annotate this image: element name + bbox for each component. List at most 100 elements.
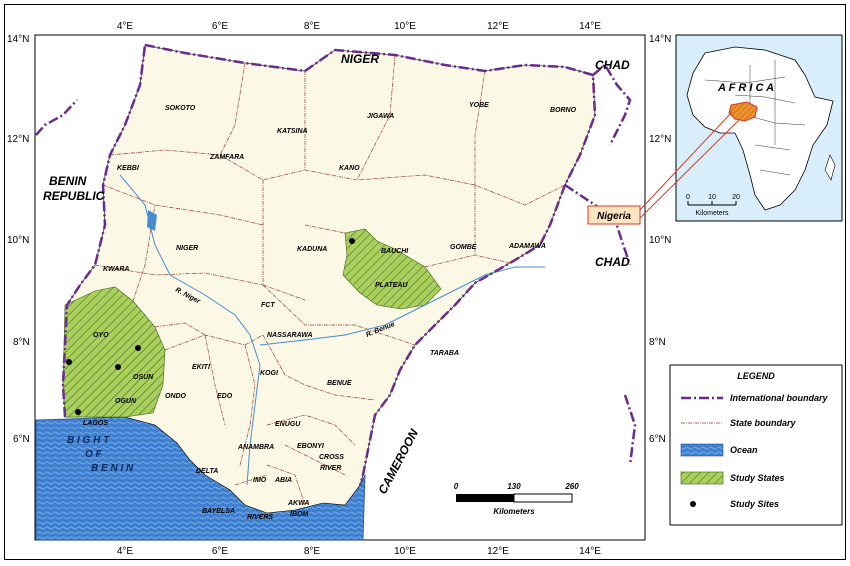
madagascar [824, 154, 836, 181]
international-boundary [144, 43, 597, 486]
legend-title: LEGEND [737, 371, 775, 381]
state-label: ENUGU [275, 421, 301, 428]
boundary-chad-cameroon [564, 183, 632, 266]
state-label: NIGER [176, 245, 198, 252]
state-label: KOGI [260, 370, 279, 377]
country-label-benin-2: REPUBLIC [43, 189, 105, 203]
lat-tick: 6°N [649, 434, 666, 445]
lat-ticks-right: 14°N 12°N 10°N 8°N 6°N [649, 34, 671, 445]
lon-tick: 12°E [487, 546, 509, 557]
state-label: IMO [253, 477, 267, 484]
river-benue-line [259, 266, 545, 346]
bight-line-1: B I G H T [67, 435, 110, 446]
lon-tick: 12°E [487, 21, 509, 32]
legend-swatch-ocean [680, 443, 724, 457]
inset-title: A F R I C A [717, 82, 774, 94]
lat-tick: 6°N [13, 434, 30, 445]
state-label: IBOM [290, 511, 308, 518]
lon-tick: 14°E [579, 21, 601, 32]
lon-tick: 4°E [117, 546, 134, 557]
state-label: SOKOTO [165, 105, 196, 112]
lon-tick: 6°E [212, 21, 229, 32]
study-site [115, 364, 121, 370]
scale-tick-label: 260 [564, 482, 579, 491]
state-label: BENUE [327, 380, 352, 387]
lon-tick: 6°E [212, 546, 229, 557]
boundary-chad-east [592, 63, 632, 146]
study-site [135, 345, 141, 351]
country-label-chad-right: CHAD [595, 255, 630, 269]
state-label: KATSINA [277, 128, 308, 135]
africa-borders [704, 60, 806, 176]
callout-box [587, 205, 641, 225]
state-label: KADUNA [297, 246, 327, 253]
country-label-benin-1: BENIN [49, 174, 87, 188]
study-site [66, 359, 72, 365]
lat-tick: 14°N [7, 34, 29, 45]
scale-bar-white [513, 493, 573, 503]
state-label: RIVER [320, 465, 341, 472]
legend-swatch-site [690, 501, 696, 507]
legend: LEGEND International boundary State boun… [669, 364, 843, 526]
lon-tick: 8°E [304, 546, 321, 557]
state-label: JIGAWA [367, 113, 394, 120]
state-label: KANO [339, 165, 360, 172]
state-label: OSUN [133, 374, 154, 381]
inset-scale-tick: 0 [686, 194, 690, 201]
scale-unit-label: Kilometers [493, 507, 535, 516]
lat-tick: 10°N [7, 235, 29, 246]
map-frame: NIGER CHAD CHAD BENIN REPUBLIC CAMEROON … [4, 4, 846, 560]
bight-line-3: B E N I N [91, 463, 134, 474]
lon-tick: 14°E [579, 546, 601, 557]
legend-label: Ocean [730, 445, 758, 455]
scale-bar: 0 130 260 Kilometers [454, 482, 579, 516]
lon-tick: 8°E [304, 21, 321, 32]
lat-tick: 12°N [649, 134, 671, 145]
legend-label: Study States [730, 473, 785, 483]
main-map: NIGER CHAD CHAD BENIN REPUBLIC CAMEROON … [7, 21, 671, 557]
lat-tick: 14°N [649, 34, 671, 45]
state-label: ANAMBRA [237, 444, 274, 451]
africa-outline [686, 46, 834, 211]
scale-tick-label: 0 [454, 482, 459, 491]
state-label: EBONYI [297, 443, 325, 450]
state-label: YOBE [469, 102, 489, 109]
state-label: FCT [261, 302, 275, 309]
study-site [75, 409, 81, 415]
state-label: EDO [217, 393, 233, 400]
state-label: ADAMAWA [508, 243, 546, 250]
inset-scale-tick: 10 [708, 194, 716, 201]
state-label: KWARA [103, 266, 129, 273]
legend-label: State boundary [730, 418, 797, 428]
inset-scale-tick: 20 [732, 194, 740, 201]
scale-tick-label: 130 [507, 482, 521, 491]
lon-ticks-top: 4°E 6°E 8°E 10°E 12°E 14°E [117, 21, 601, 32]
boundary-cameroon-east [623, 394, 637, 466]
study-site [349, 238, 355, 244]
state-label: GOMBE [450, 244, 477, 251]
lat-tick: 8°N [649, 337, 666, 348]
legend-swatch-study [680, 471, 724, 485]
state-label: EKITI [192, 364, 211, 371]
boundary-niger-west [35, 99, 78, 136]
state-label: ABIA [274, 477, 292, 484]
lat-tick: 10°N [649, 235, 671, 246]
international-boundary-west [61, 44, 147, 418]
scale-bar-black [456, 494, 514, 502]
map-canvas: NIGER CHAD CHAD BENIN REPUBLIC CAMEROON … [7, 21, 843, 557]
state-label: KEBBI [117, 165, 140, 172]
kainji-lake [147, 210, 157, 231]
river-niger-line [119, 174, 261, 486]
state-label: BAUCHI [381, 248, 409, 255]
legend-label: Study Sites [730, 499, 779, 509]
study-sites [66, 238, 355, 415]
state-label: AKWA [287, 500, 309, 507]
lat-ticks-left: 14°N 12°N 10°N 8°N 6°N [7, 34, 30, 445]
state-label: DELTA [196, 468, 218, 475]
inset-scale-unit: Kilometers [695, 210, 729, 217]
bight-line-2: O F [85, 449, 103, 460]
lon-tick: 10°E [394, 546, 416, 557]
country-label-chad-top: CHAD [595, 58, 630, 72]
state-label: ONDO [165, 393, 187, 400]
lat-tick: 8°N [13, 337, 30, 348]
